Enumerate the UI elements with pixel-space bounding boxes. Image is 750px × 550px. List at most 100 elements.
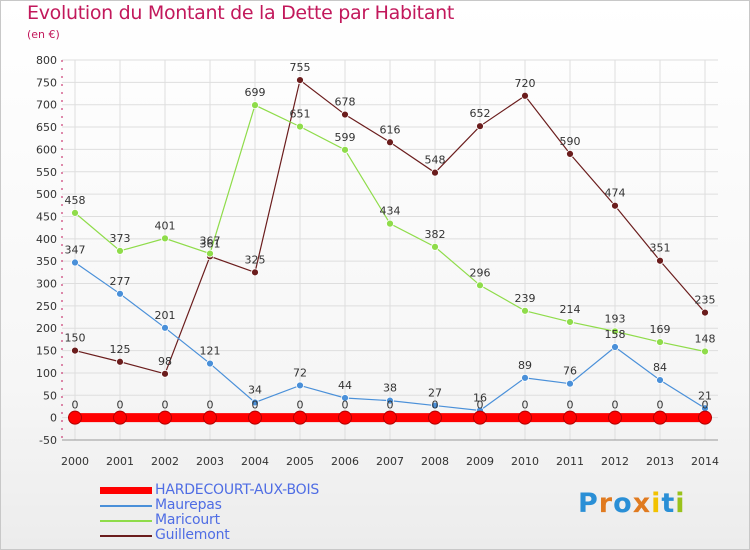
data-point: [71, 346, 79, 355]
data-point: [611, 343, 619, 351]
data-label: 373: [110, 232, 131, 245]
data-label: 121: [200, 345, 221, 358]
data-label: 169: [650, 323, 671, 336]
data-point: [431, 242, 439, 251]
data-label: 16: [473, 391, 487, 404]
data-label: 590: [560, 135, 581, 148]
data-label: 347: [65, 244, 86, 257]
data-point: [341, 110, 349, 119]
data-point: [68, 410, 82, 425]
data-point: [251, 101, 259, 110]
data-label: 434: [380, 205, 401, 218]
data-label: 150: [65, 332, 86, 345]
chart-subtitle: (en €): [27, 28, 60, 41]
x-tick-label: 2005: [286, 455, 314, 468]
data-point: [566, 379, 574, 388]
data-point: [251, 398, 259, 407]
data-label: 0: [387, 399, 394, 412]
data-point: [71, 208, 79, 217]
data-point: [428, 410, 442, 425]
data-label: 296: [470, 266, 491, 279]
data-label: 76: [563, 365, 577, 378]
data-point: [431, 401, 439, 410]
x-tick-label: 2001: [106, 455, 134, 468]
data-point: [158, 410, 172, 425]
y-tick-label: 750: [36, 76, 57, 89]
data-label: 616: [380, 123, 401, 136]
data-label: 34: [248, 383, 262, 396]
data-label: 652: [470, 107, 491, 120]
data-point: [161, 369, 169, 378]
legend-label: Guillemont: [155, 527, 230, 543]
data-point: [206, 359, 214, 368]
data-label: 0: [612, 399, 619, 412]
data-point: [563, 410, 577, 425]
data-label: 474: [605, 187, 626, 200]
y-tick-label: 550: [36, 166, 57, 179]
data-label: 0: [522, 399, 529, 412]
data-point: [296, 381, 304, 390]
x-tick-label: 2004: [241, 455, 269, 468]
data-label: 38: [383, 382, 397, 395]
data-labels: 1501259836132575567861654865272059047435…: [65, 61, 716, 412]
logo-letter: i: [675, 488, 686, 519]
data-point: [338, 410, 352, 425]
data-label: 0: [567, 399, 574, 412]
y-tick-label: 400: [36, 233, 57, 246]
logo-letter: i: [651, 488, 662, 519]
data-label: 458: [65, 194, 86, 207]
data-label: 351: [650, 242, 671, 255]
data-label: 0: [162, 399, 169, 412]
x-tick-label: 2014: [691, 455, 719, 468]
data-label: 367: [200, 235, 221, 248]
data-point: [521, 91, 529, 100]
data-label: 325: [245, 253, 266, 266]
data-point: [566, 149, 574, 158]
data-point: [203, 410, 217, 425]
data-point: [521, 306, 529, 315]
series-lines: [68, 76, 712, 425]
data-point: [386, 396, 394, 405]
data-label: 755: [290, 61, 311, 74]
logo-letter: o: [613, 488, 633, 519]
data-label: 401: [155, 219, 176, 232]
x-tick-label: 2000: [61, 455, 89, 468]
data-label: 98: [158, 355, 172, 368]
data-point: [698, 410, 712, 425]
data-point: [71, 258, 79, 267]
x-tick-label: 2006: [331, 455, 359, 468]
line-chart: -50 0 50 100 150 200 250 300 350 400 450 500 550 600 6…: [36, 54, 719, 468]
legend-swatch: [100, 505, 152, 507]
data-label: 0: [117, 399, 124, 412]
data-point: [383, 410, 397, 425]
data-point: [656, 376, 664, 384]
grid: [62, 59, 718, 441]
data-label: 239: [515, 292, 536, 305]
data-label: 193: [605, 312, 626, 325]
legend-label: Maurepas: [155, 497, 222, 513]
x-tick-label: 2010: [511, 455, 539, 468]
y-tick-label: 500: [36, 188, 57, 201]
legend-label: HARDECOURT-AUX-BOIS: [155, 482, 320, 498]
data-label: 699: [245, 86, 266, 99]
data-point: [116, 289, 124, 298]
x-tick-label: 2003: [196, 455, 224, 468]
x-tick-label: 2012: [601, 455, 629, 468]
x-tick-label: 2002: [151, 455, 179, 468]
data-label: 0: [297, 399, 304, 412]
y-tick-label: 0: [50, 412, 57, 425]
data-point: [701, 347, 709, 356]
data-label: 361: [200, 237, 221, 250]
y-tick-label: 800: [36, 54, 57, 67]
data-label: 201: [155, 309, 176, 322]
data-label: 0: [477, 399, 484, 412]
data-label: 21: [698, 389, 712, 402]
data-point: [431, 168, 439, 177]
x-tick-label: 2013: [646, 455, 674, 468]
y-tick-label: 250: [36, 300, 57, 313]
y-tick-label: 700: [36, 99, 57, 112]
y-tick-label: 150: [36, 345, 57, 358]
data-label: 0: [207, 399, 214, 412]
logo-letter: x: [632, 488, 652, 519]
data-point: [206, 249, 214, 258]
